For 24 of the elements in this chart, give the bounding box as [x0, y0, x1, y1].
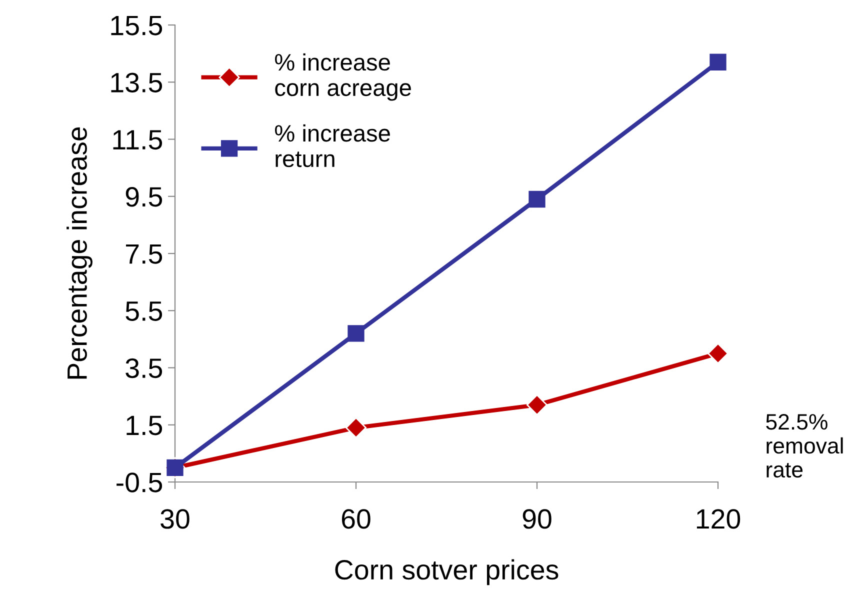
- y-tick-label: 3.5: [126, 358, 162, 378]
- y-tick-label: 5.5: [126, 302, 162, 321]
- y-tick-label: -0.5: [116, 472, 162, 492]
- point: [348, 325, 364, 342]
- x-tick-label: 90: [522, 509, 552, 529]
- x-tick-label: 60: [342, 509, 370, 529]
- point: [526, 394, 548, 416]
- x-tick-label: 120: [696, 509, 740, 529]
- legend-label: % increase return: [275, 124, 390, 168]
- y-tick-label: 11.5: [113, 130, 162, 150]
- x-tick-label: 30: [160, 509, 190, 529]
- y-axis-title: Percentage increase: [66, 127, 92, 379]
- point: [528, 190, 546, 208]
- y-tick-label: 7.5: [126, 244, 162, 264]
- point: [345, 417, 367, 438]
- y-tick-label: 1.5: [126, 416, 162, 436]
- y-tick-label: 9.5: [126, 187, 162, 207]
- text: 52.5% removal rate: [766, 414, 843, 478]
- point: [710, 54, 726, 70]
- x-axis-title: Corn sotver prices: [335, 559, 558, 586]
- legend-label: % increase corn acreage: [275, 53, 411, 101]
- point: [707, 342, 729, 364]
- y-tick-label: 13.5: [111, 72, 162, 92]
- y-tick-label: 15.5: [111, 16, 162, 36]
